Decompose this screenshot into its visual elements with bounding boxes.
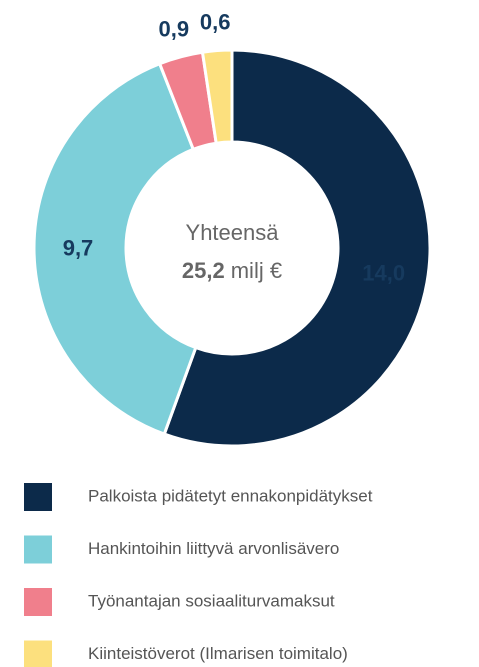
- value-label: 0,9: [158, 16, 189, 41]
- legend-label: Palkoista pidätetyt ennakonpidätykset: [88, 486, 373, 505]
- legend-swatch: [24, 640, 52, 667]
- center-total: 25,2 milj €: [182, 258, 282, 283]
- legend-swatch: [24, 588, 52, 616]
- legend-swatch: [24, 535, 52, 564]
- value-label: 0,6: [200, 9, 231, 34]
- center-label: Yhteensä: [186, 220, 280, 245]
- legend-label: Hankintoihin liittyvä arvonlisävero: [88, 539, 339, 558]
- legend-swatch: [24, 483, 52, 511]
- value-label: 14,0: [362, 261, 405, 286]
- donut-slice: [200, 48, 234, 145]
- value-label: 9,7: [63, 236, 94, 261]
- donut-slice: [162, 48, 432, 448]
- donut-slice: [32, 61, 198, 436]
- legend-label: Kiinteistöverot (Ilmarisen toimitalo): [88, 644, 348, 663]
- total-label: 25,2: [182, 258, 225, 283]
- legend-label: Työnantajan sosiaaliturvamaksut: [88, 591, 335, 610]
- unit-label: milj €: [231, 258, 282, 283]
